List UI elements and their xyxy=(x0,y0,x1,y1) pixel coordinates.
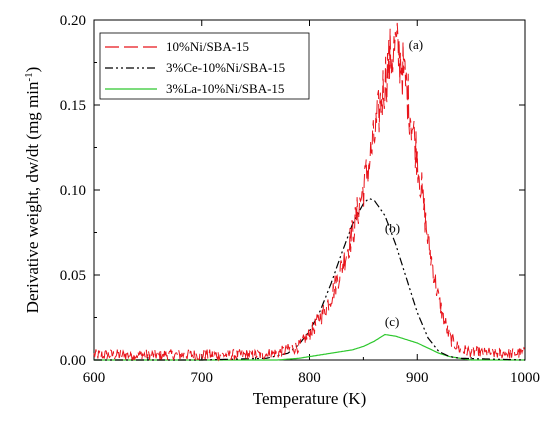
y-axis-title-superscript: -1 xyxy=(23,72,35,81)
legend-label-3ce: 3%Ce-10%Ni/SBA-15 xyxy=(166,60,285,75)
x-tick-label: 600 xyxy=(83,370,106,386)
y-axis-title-close: ) xyxy=(23,67,42,73)
x-tick-label: 1000 xyxy=(510,370,540,386)
curve-annotation: (a) xyxy=(409,37,423,52)
curve-annotation: (b) xyxy=(385,221,400,236)
y-tick-label: 0.00 xyxy=(60,353,86,369)
series-3la-line xyxy=(94,333,525,361)
legend-label-10ni: 10%Ni/SBA-15 xyxy=(166,39,249,54)
curve-annotation: (c) xyxy=(385,314,399,329)
x-tick-label: 900 xyxy=(406,370,429,386)
y-tick-label: 0.05 xyxy=(60,268,86,284)
legend: 10%Ni/SBA-15 3%Ce-10%Ni/SBA-15 3%La-10%N… xyxy=(99,32,310,100)
y-tick-label: 0.15 xyxy=(60,98,86,114)
x-tick-label: 700 xyxy=(191,370,214,386)
y-axis-title: Derivative weight, dw/dt (mg min-1) xyxy=(23,67,42,314)
x-axis-title: Temperature (K) xyxy=(253,389,367,408)
legend-label-3la: 3%La-10%Ni/SBA-15 xyxy=(166,81,284,96)
series-10ni-line xyxy=(93,22,525,362)
series-layer xyxy=(93,22,525,362)
y-tick-label: 0.20 xyxy=(60,13,86,29)
y-tick-label: 0.10 xyxy=(60,183,86,199)
x-tick-label: 800 xyxy=(298,370,321,386)
legend-box xyxy=(99,32,310,100)
y-axis-title-main: Derivative weight, dw/dt (mg min xyxy=(23,81,42,313)
annotation-layer: (a) (b) (c) xyxy=(385,37,423,329)
